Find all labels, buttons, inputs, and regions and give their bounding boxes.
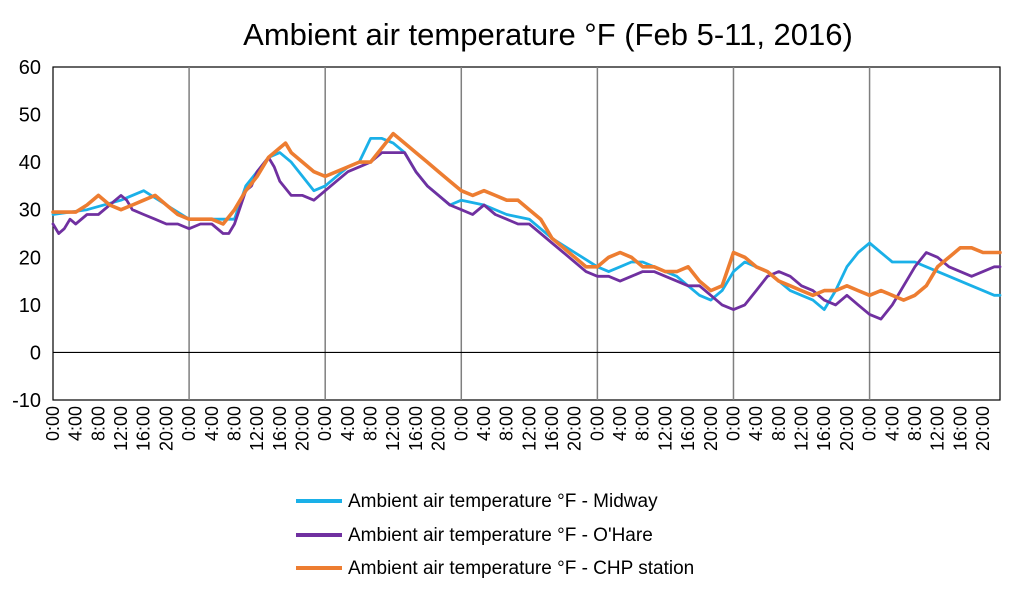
- x-tick-label: 0:00: [860, 406, 880, 441]
- y-tick-label: 10: [19, 295, 41, 317]
- x-tick-label: 12:00: [792, 406, 812, 451]
- x-tick-label: 16:00: [950, 406, 970, 451]
- x-tick-label: 4:00: [474, 406, 494, 441]
- y-tick-label: 50: [19, 105, 41, 127]
- x-tick-label: 20:00: [565, 406, 585, 451]
- x-tick-label: 12:00: [247, 406, 267, 451]
- x-tick-label: 20:00: [293, 406, 313, 451]
- legend-label: Ambient air temperature °F - O'Hare: [348, 525, 653, 546]
- x-tick-label: 12:00: [655, 406, 675, 451]
- x-tick-label: 8:00: [905, 406, 925, 441]
- x-tick-label: 8:00: [769, 406, 789, 441]
- x-tick-label: 12:00: [519, 406, 539, 451]
- series-line-2: [51, 151, 1002, 321]
- x-tick-label: 0:00: [587, 406, 607, 441]
- legend: Ambient air temperature °F - Midway Ambie…: [296, 491, 694, 579]
- chart-title: Ambient air temperature °F (Feb 5-11, 20…: [243, 17, 853, 52]
- x-tick-label: 8:00: [633, 406, 653, 441]
- x-tick-label: 8:00: [497, 406, 517, 441]
- x-tick-label: 0:00: [451, 406, 471, 441]
- x-tick-label: 12:00: [928, 406, 948, 451]
- y-tick-label: 0: [30, 342, 41, 364]
- x-tick-label: 16:00: [678, 406, 698, 451]
- x-tick-label: 20:00: [429, 406, 449, 451]
- x-tick-label: 4:00: [746, 406, 766, 441]
- x-tick-label: 20:00: [701, 406, 721, 451]
- y-tick-label: 60: [19, 57, 41, 79]
- x-tick-label: 4:00: [338, 406, 358, 441]
- y-tick-label: 40: [19, 152, 41, 174]
- x-tick-label: 4:00: [882, 406, 902, 441]
- x-tick-label: 0:00: [723, 406, 743, 441]
- x-tick-label: 0:00: [43, 406, 63, 441]
- x-tick-label: 12:00: [383, 406, 403, 451]
- x-tick-label: 4:00: [202, 406, 222, 441]
- legend-label: Ambient air temperature °F - CHP station: [348, 558, 694, 579]
- series-line-1: [51, 136, 1002, 312]
- x-tick-label: 4:00: [66, 406, 86, 441]
- x-tick-label: 20:00: [156, 406, 176, 451]
- plot-frame: [52, 66, 1001, 401]
- y-tick-label: 20: [19, 247, 41, 269]
- legend-label: Ambient air temperature °F - Midway: [348, 491, 658, 512]
- y-tick-label: 30: [19, 200, 41, 222]
- x-tick-label: 16:00: [270, 406, 290, 451]
- x-tick-label: 8:00: [224, 406, 244, 441]
- x-tick-label: 8:00: [88, 406, 108, 441]
- x-tick-label: 16:00: [814, 406, 834, 451]
- x-tick-label: 16:00: [406, 406, 426, 451]
- y-tick-label: -10: [12, 390, 41, 412]
- x-tick-label: 0:00: [179, 406, 199, 441]
- x-tick-label: 20:00: [837, 406, 857, 451]
- x-tick-label: 0:00: [315, 406, 335, 441]
- series-line-3: [51, 131, 1002, 302]
- x-tick-label: 12:00: [111, 406, 131, 451]
- x-tick-label: 16:00: [542, 406, 562, 451]
- x-tick-label: 16:00: [134, 406, 154, 451]
- x-tick-label: 8:00: [361, 406, 381, 441]
- x-tick-label: 20:00: [973, 406, 993, 451]
- x-tick-label: 4:00: [610, 406, 630, 441]
